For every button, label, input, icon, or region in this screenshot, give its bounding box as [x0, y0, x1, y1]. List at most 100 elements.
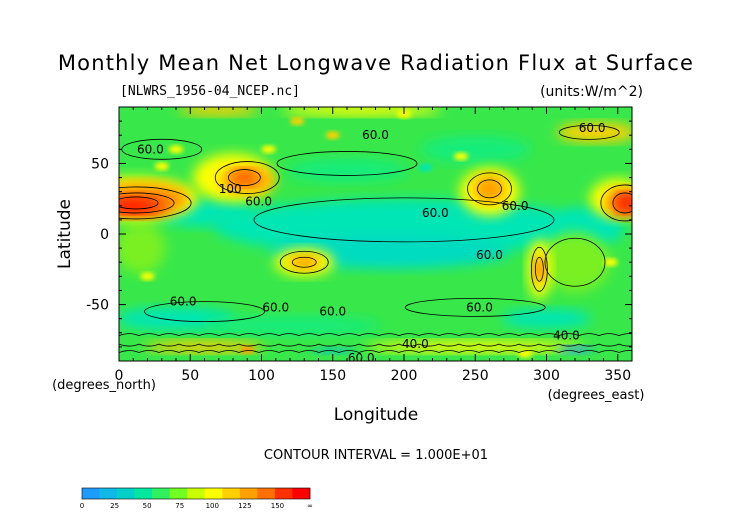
- contour-label: 60.0: [466, 300, 493, 314]
- field-speck: [454, 152, 468, 161]
- contour-line: [612, 192, 632, 214]
- contour-line: [534, 256, 544, 282]
- contour-line: [119, 343, 632, 347]
- contour-line: [530, 246, 548, 292]
- field-blob: [178, 107, 259, 116]
- field-blob: [557, 345, 593, 354]
- field-blob: [365, 340, 586, 353]
- y-tick-label: 50: [91, 156, 109, 172]
- contour-interval-note: CONTOUR INTERVAL = 1.000E+01: [264, 448, 488, 463]
- contour-label: 60.0: [348, 351, 375, 365]
- colorbar-swatch: [117, 488, 135, 499]
- contour-line: [119, 186, 192, 220]
- contour-line: [544, 237, 606, 287]
- field-speck: [169, 145, 183, 154]
- field-blob: [420, 135, 531, 164]
- colorbar-swatch: [169, 488, 188, 499]
- field-speck: [290, 117, 305, 126]
- contour-line: [276, 151, 418, 176]
- contour-line: [144, 301, 265, 323]
- contour-line: [291, 256, 317, 268]
- x-tick-label: 50: [181, 368, 199, 384]
- contour-line: [279, 250, 329, 274]
- contour-label: 60.0: [245, 195, 272, 209]
- x-unit-note: (degrees_east): [548, 388, 645, 403]
- colorbar-tick-label: 25: [110, 502, 119, 510]
- contour-label: 60.0: [137, 142, 164, 156]
- colorbar-swatch: [257, 488, 276, 499]
- field-speck: [261, 145, 276, 154]
- x-axis: 0 50 100 150 200 250 300 350: [115, 107, 633, 384]
- y-axis: 50 0 -50: [86, 120, 632, 348]
- colorbar-swatch: [187, 488, 206, 499]
- y-axis-title: Latitude: [55, 199, 75, 269]
- colorbar: 0 25 50 75 100 125 150 ∞: [80, 487, 313, 510]
- field-blob: [200, 315, 380, 336]
- field-blob: [617, 193, 632, 212]
- source-file-label: [NLWRS_1956-04_NCEP.nc]: [120, 84, 300, 99]
- contour-line: [404, 297, 546, 317]
- colorbar-swatch: [239, 488, 258, 499]
- field-blob: [556, 122, 632, 143]
- colorbar-swatch: [274, 488, 293, 499]
- colorbar-frame: [81, 487, 311, 500]
- contour-line: [558, 124, 620, 140]
- field-blob: [540, 232, 610, 293]
- field-blob: [144, 340, 265, 353]
- contour-line: [119, 196, 159, 210]
- contour-label: 60.0: [319, 305, 346, 319]
- field-blob: [473, 174, 506, 203]
- contour-label: 60.0: [502, 199, 529, 213]
- contour-line: [253, 197, 555, 243]
- contour-label: 60.0: [262, 300, 289, 314]
- colorbar-tick-label: 100: [206, 502, 219, 510]
- field-blob: [230, 169, 259, 186]
- x-tick-label: 300: [533, 368, 560, 384]
- colorbar-swatch: [152, 488, 170, 499]
- colorbar-tick-label: ∞: [307, 502, 313, 510]
- x-tick-label: 350: [604, 368, 631, 384]
- colorbar-tick-label: 150: [271, 502, 284, 510]
- x-tick-label: 0: [115, 368, 124, 384]
- field-blob: [119, 198, 156, 213]
- x-tick-label: 100: [248, 368, 275, 384]
- contour-line: [227, 169, 261, 186]
- field-speck: [154, 162, 169, 171]
- contour-label: 60.0: [422, 206, 449, 220]
- contour-line: [477, 179, 502, 199]
- field-speck: [325, 131, 340, 140]
- colorbar-swatch: [82, 488, 100, 499]
- field-speck: [397, 110, 411, 119]
- x-tick-label: 200: [391, 368, 418, 384]
- y-tick-label: 0: [100, 227, 109, 243]
- contour-line: [600, 184, 632, 222]
- field-blob: [119, 223, 166, 274]
- y-unit-note: (degrees_north): [52, 378, 156, 393]
- chart-title: Monthly Mean Net Longwave Radiation Flux…: [58, 51, 694, 75]
- field-blob: [501, 308, 592, 329]
- contour-line: [119, 350, 632, 353]
- field-speck: [603, 258, 618, 267]
- colorbar-swatch: [222, 488, 241, 499]
- colorbar-swatch: [134, 488, 153, 499]
- colorbar-tick-label: 0: [80, 502, 84, 510]
- colorbar-swatch: [292, 488, 311, 499]
- colorbar-tick-label: 125: [238, 502, 251, 510]
- contour-line: [119, 192, 175, 214]
- contour-line: [467, 172, 512, 206]
- x-tick-label: 150: [319, 368, 346, 384]
- colorbar-swatch: [204, 488, 223, 499]
- y-tick-label: -50: [86, 298, 109, 314]
- contour-label: 60.0: [476, 248, 503, 262]
- x-tick-label: 250: [462, 368, 489, 384]
- colorbar-swatch: [99, 488, 118, 499]
- colorbar-tick-label: 75: [175, 502, 184, 510]
- contour-label: 60.0: [362, 128, 389, 142]
- field-speck: [240, 345, 255, 354]
- contour-line: [214, 161, 280, 194]
- contour-label: 40.0: [553, 329, 580, 343]
- field-speck: [418, 163, 433, 172]
